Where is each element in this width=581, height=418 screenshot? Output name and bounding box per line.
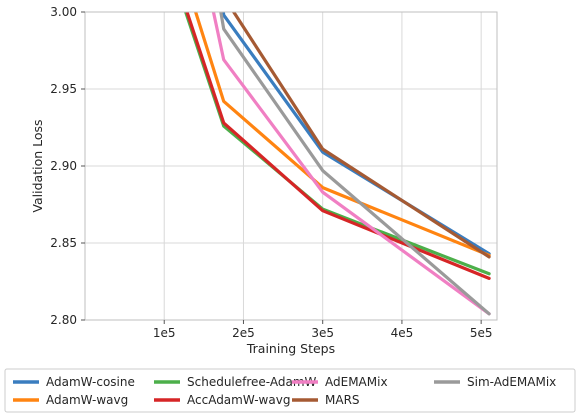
y-tick-label: 2.95 (50, 82, 77, 96)
x-tick-label: 3e5 (311, 326, 334, 340)
legend-entry-label: Schedulefree-AdamW (187, 375, 317, 389)
series-line-adamw-wavg (193, 12, 491, 257)
x-axis-ticks: 1e5 2e5 3e5 4e5 5e5 (153, 320, 493, 340)
legend-entry-label: AdamW-cosine (46, 375, 135, 389)
y-tick-label: 2.90 (50, 159, 77, 173)
x-tick-label: 5e5 (470, 326, 493, 340)
y-axis-label: Validation Loss (30, 119, 45, 212)
series-line-accadamw-wavg (185, 12, 491, 280)
y-tick-label: 2.80 (50, 313, 77, 327)
y-axis-ticks: 2.80 2.85 2.90 2.95 3.00 (50, 5, 85, 327)
x-tick-label: 1e5 (153, 326, 176, 340)
y-tick-label: 3.00 (50, 5, 77, 19)
legend: AdamW-cosine AdamW-wavg Schedulefree-AdamW… (13, 375, 556, 407)
legend-entry-label: Sim-AdEMAMix (467, 375, 556, 389)
x-axis-label: Training Steps (246, 341, 335, 356)
series-lines (183, 12, 491, 316)
legend-box (4, 368, 576, 413)
x-tick-label: 4e5 (391, 326, 414, 340)
legend-entry-label: AccAdamW-wavg (187, 393, 290, 407)
series-line-ademamix (211, 12, 491, 316)
y-tick-label: 2.85 (50, 236, 77, 250)
series-line-mars (231, 12, 491, 259)
legend-entry-label: MARS (325, 393, 360, 407)
x-tick-label: 2e5 (232, 326, 255, 340)
legend-entry-label: AdEMAMix (325, 375, 388, 389)
series-line-schedulefree-adamw (183, 12, 491, 276)
series-line-sim-ademamix (219, 12, 491, 316)
legend-entry-label: AdamW-wavg (46, 393, 128, 407)
